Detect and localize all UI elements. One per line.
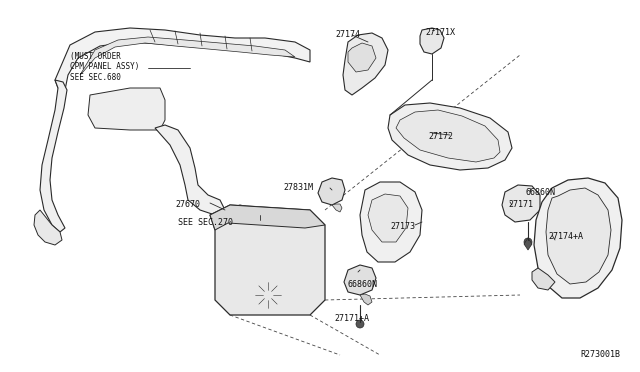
Text: 27171X: 27171X <box>425 28 455 37</box>
Bar <box>222 292 244 306</box>
Circle shape <box>264 291 272 299</box>
Polygon shape <box>34 210 62 245</box>
Text: 27174: 27174 <box>335 30 360 39</box>
Circle shape <box>524 238 532 246</box>
Polygon shape <box>360 294 372 305</box>
Polygon shape <box>360 182 422 262</box>
Bar <box>250 238 272 252</box>
Bar <box>222 256 244 270</box>
Text: (MUST ORDER
CPM PANEL ASSY)
SEE SEC.680: (MUST ORDER CPM PANEL ASSY) SEE SEC.680 <box>70 52 140 82</box>
Polygon shape <box>502 185 540 222</box>
Bar <box>222 238 244 252</box>
Text: 27171+A: 27171+A <box>335 314 369 323</box>
Polygon shape <box>388 103 512 170</box>
Bar <box>278 238 300 252</box>
Polygon shape <box>318 178 345 205</box>
Polygon shape <box>524 238 532 250</box>
Bar <box>278 274 300 288</box>
Polygon shape <box>420 28 444 54</box>
Polygon shape <box>210 205 325 230</box>
Bar <box>278 292 300 306</box>
Bar <box>145 95 159 111</box>
Text: R273001B: R273001B <box>580 350 620 359</box>
Polygon shape <box>348 43 376 72</box>
Bar <box>250 274 272 288</box>
Polygon shape <box>368 194 408 242</box>
Text: 27831M: 27831M <box>283 183 313 192</box>
Polygon shape <box>332 204 342 212</box>
Polygon shape <box>210 205 325 315</box>
Text: 27173: 27173 <box>390 222 415 231</box>
Bar <box>278 256 300 270</box>
Circle shape <box>250 277 286 313</box>
Polygon shape <box>155 125 225 215</box>
Bar <box>250 292 272 306</box>
Polygon shape <box>55 28 310 90</box>
Text: SEE SEC.270: SEE SEC.270 <box>178 218 233 227</box>
Polygon shape <box>396 110 500 162</box>
Polygon shape <box>534 178 622 298</box>
Circle shape <box>258 285 278 305</box>
Bar <box>100 96 120 112</box>
Polygon shape <box>344 265 376 295</box>
Text: 66860N: 66860N <box>348 280 378 289</box>
Text: 27174+A: 27174+A <box>548 232 583 241</box>
Bar <box>122 95 144 111</box>
Bar <box>250 256 272 270</box>
Polygon shape <box>546 188 611 284</box>
Polygon shape <box>40 80 67 232</box>
Circle shape <box>356 320 364 328</box>
Bar <box>222 274 244 288</box>
Text: 27670: 27670 <box>175 200 200 209</box>
Text: 27172: 27172 <box>428 132 453 141</box>
Polygon shape <box>225 205 288 258</box>
Text: 27171: 27171 <box>508 200 533 209</box>
Polygon shape <box>80 37 295 75</box>
Polygon shape <box>88 88 165 130</box>
Text: 66860N: 66860N <box>525 188 555 197</box>
Polygon shape <box>343 33 388 95</box>
Polygon shape <box>532 268 555 290</box>
